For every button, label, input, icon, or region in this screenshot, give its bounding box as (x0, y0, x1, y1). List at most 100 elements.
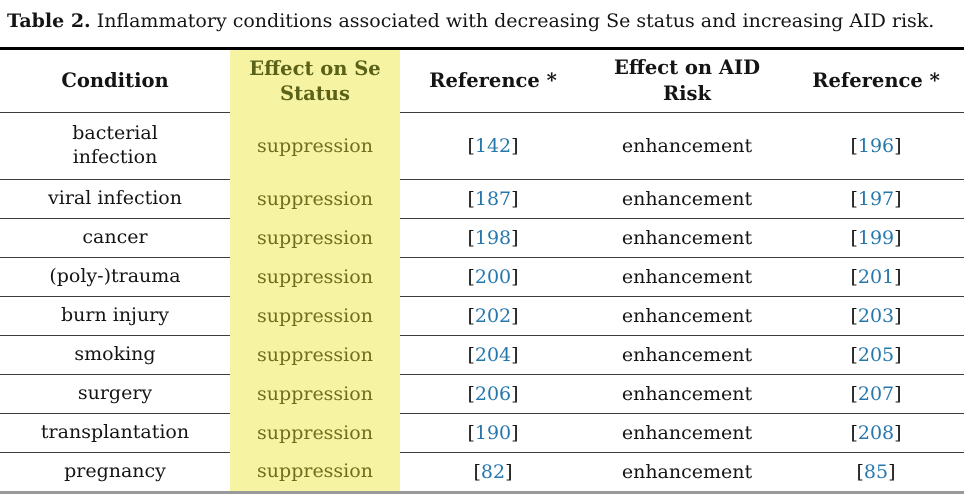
se-status-cell: suppression (230, 179, 400, 219)
se-reference-cell: [187] (400, 179, 586, 219)
se-status-cell: suppression (230, 112, 400, 180)
open-bracket: [ (467, 134, 475, 157)
aid-risk-label: enhancement (621, 134, 753, 157)
condition-cell: bacterial infection (0, 112, 230, 180)
se-reference-cell: [82] (400, 452, 586, 492)
aid-risk-cell: enhancement (586, 335, 788, 375)
close-bracket: ] (511, 343, 519, 366)
condition-label: smoking (74, 342, 156, 365)
column-header-reference-aid: Reference * (788, 48, 964, 113)
se-reference-link[interactable]: 187 (474, 187, 512, 210)
aid-reference-cell: [208] (788, 413, 964, 453)
se-reference-cell: [204] (400, 335, 586, 375)
se-status-label: suppression (257, 226, 373, 249)
aid-reference-link[interactable]: 208 (857, 421, 895, 444)
aid-reference-link[interactable]: 205 (857, 343, 895, 366)
se-status-label: suppression (257, 187, 373, 210)
se-reference-link[interactable]: 202 (474, 304, 512, 327)
aid-risk-label: enhancement (621, 343, 753, 366)
open-bracket: [ (467, 421, 475, 444)
open-bracket: [ (467, 382, 475, 405)
se-reference-cell: [206] (400, 374, 586, 414)
table-header: Condition Effect on Se Status Reference … (0, 48, 964, 113)
aid-risk-cell: enhancement (586, 179, 788, 219)
aid-risk-cell: enhancement (586, 374, 788, 414)
aid-risk-cell: enhancement (586, 296, 788, 336)
open-bracket: [ (850, 134, 858, 157)
close-bracket: ] (894, 134, 902, 157)
se-reference-link[interactable]: 198 (474, 226, 512, 249)
close-bracket: ] (894, 226, 902, 249)
close-bracket: ] (894, 421, 902, 444)
condition-cell: smoking (0, 335, 230, 375)
se-reference-cell: [200] (400, 257, 586, 297)
condition-label: transplantation (40, 420, 190, 443)
se-status-label: suppression (257, 460, 373, 483)
aid-reference-link[interactable]: 199 (857, 226, 895, 249)
open-bracket: [ (467, 265, 475, 288)
se-status-cell: suppression (230, 296, 400, 336)
se-status-label: suppression (257, 343, 373, 366)
condition-label: viral infection (48, 186, 182, 209)
table-row: transplantation suppression [190] enhanc… (0, 413, 964, 453)
se-reference-cell: [202] (400, 296, 586, 336)
close-bracket: ] (511, 226, 519, 249)
close-bracket: ] (894, 382, 902, 405)
aid-reference-cell: [196] (788, 112, 964, 180)
close-bracket: ] (888, 460, 896, 483)
table-row: burn injury suppression [202] enhancemen… (0, 296, 964, 336)
open-bracket: [ (850, 421, 858, 444)
condition-label: bacterial infection (72, 121, 158, 168)
close-bracket: ] (894, 265, 902, 288)
aid-reference-link[interactable]: 85 (863, 460, 889, 483)
aid-risk-cell: enhancement (586, 257, 788, 297)
table-row: smoking suppression [204] enhancement [2… (0, 335, 964, 375)
aid-reference-link[interactable]: 197 (857, 187, 895, 210)
inflammatory-conditions-table: Condition Effect on Se Status Reference … (0, 46, 964, 494)
open-bracket: [ (850, 226, 858, 249)
open-bracket: [ (850, 187, 858, 210)
close-bracket: ] (511, 382, 519, 405)
se-reference-link[interactable]: 206 (474, 382, 512, 405)
open-bracket: [ (473, 460, 481, 483)
aid-risk-label: enhancement (621, 382, 753, 405)
condition-cell: surgery (0, 374, 230, 414)
se-reference-link[interactable]: 82 (480, 460, 506, 483)
aid-risk-label: enhancement (621, 226, 753, 249)
open-bracket: [ (850, 382, 858, 405)
se-reference-cell: [198] (400, 218, 586, 258)
open-bracket: [ (467, 304, 475, 327)
aid-reference-link[interactable]: 203 (857, 304, 895, 327)
aid-reference-cell: [197] (788, 179, 964, 219)
condition-label: surgery (77, 381, 153, 404)
se-reference-cell: [142] (400, 112, 586, 180)
aid-risk-label: enhancement (621, 421, 753, 444)
aid-risk-cell: enhancement (586, 218, 788, 258)
table-caption-label: Table 2. (7, 10, 91, 32)
close-bracket: ] (511, 265, 519, 288)
table-caption-text: Inflammatory conditions associated with … (96, 10, 935, 32)
se-reference-link[interactable]: 190 (474, 421, 512, 444)
condition-cell: viral infection (0, 179, 230, 219)
aid-risk-label: enhancement (621, 460, 753, 483)
aid-reference-link[interactable]: 201 (857, 265, 895, 288)
aid-risk-label: enhancement (621, 187, 753, 210)
condition-cell: cancer (0, 218, 230, 258)
aid-risk-cell: enhancement (586, 452, 788, 492)
aid-reference-link[interactable]: 207 (857, 382, 895, 405)
se-reference-link[interactable]: 200 (474, 265, 512, 288)
aid-reference-link[interactable]: 196 (857, 134, 895, 157)
column-header-se-status-label: Effect on Se Status (249, 56, 381, 105)
condition-label: pregnancy (64, 459, 166, 482)
se-reference-link[interactable]: 204 (474, 343, 512, 366)
se-reference-link[interactable]: 142 (474, 134, 512, 157)
column-header-aid-risk: Effect on AID Risk (586, 48, 788, 113)
close-bracket: ] (511, 304, 519, 327)
table-caption: Table 2. Inflammatory conditions associat… (0, 0, 964, 47)
close-bracket: ] (511, 187, 519, 210)
condition-cell: burn injury (0, 296, 230, 336)
condition-cell: (poly-)trauma (0, 257, 230, 297)
open-bracket: [ (850, 265, 858, 288)
se-status-label: suppression (257, 304, 373, 327)
